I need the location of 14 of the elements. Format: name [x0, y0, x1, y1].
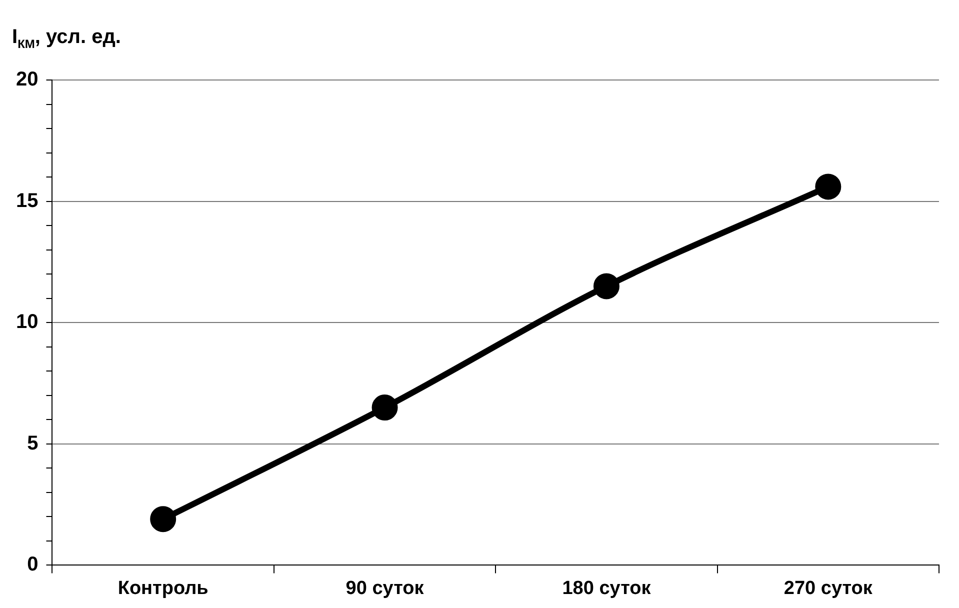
x-tick-label: 270 суток: [784, 578, 873, 599]
x-tick-label: 180 суток: [562, 578, 652, 599]
point: [150, 506, 176, 532]
point: [815, 174, 842, 200]
y-tick-label: 15: [16, 190, 38, 212]
x-tick-label: Контроль: [118, 578, 208, 599]
y-tick-label: 0: [27, 554, 38, 576]
point: [593, 273, 620, 300]
y-tick-label: 5: [27, 432, 38, 454]
y-axis-title: I$_{КМ}$, усл. ед.: [12, 26, 121, 51]
x-tick-label: 90 суток: [346, 578, 424, 599]
y-tick-label: 20: [16, 68, 38, 91]
y-tick-label: 10: [16, 311, 38, 334]
point: [372, 394, 398, 421]
